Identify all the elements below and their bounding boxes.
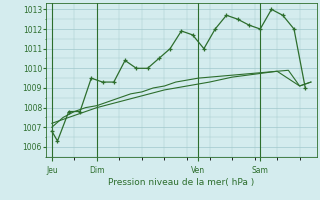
X-axis label: Pression niveau de la mer( hPa ): Pression niveau de la mer( hPa ) (108, 178, 254, 187)
